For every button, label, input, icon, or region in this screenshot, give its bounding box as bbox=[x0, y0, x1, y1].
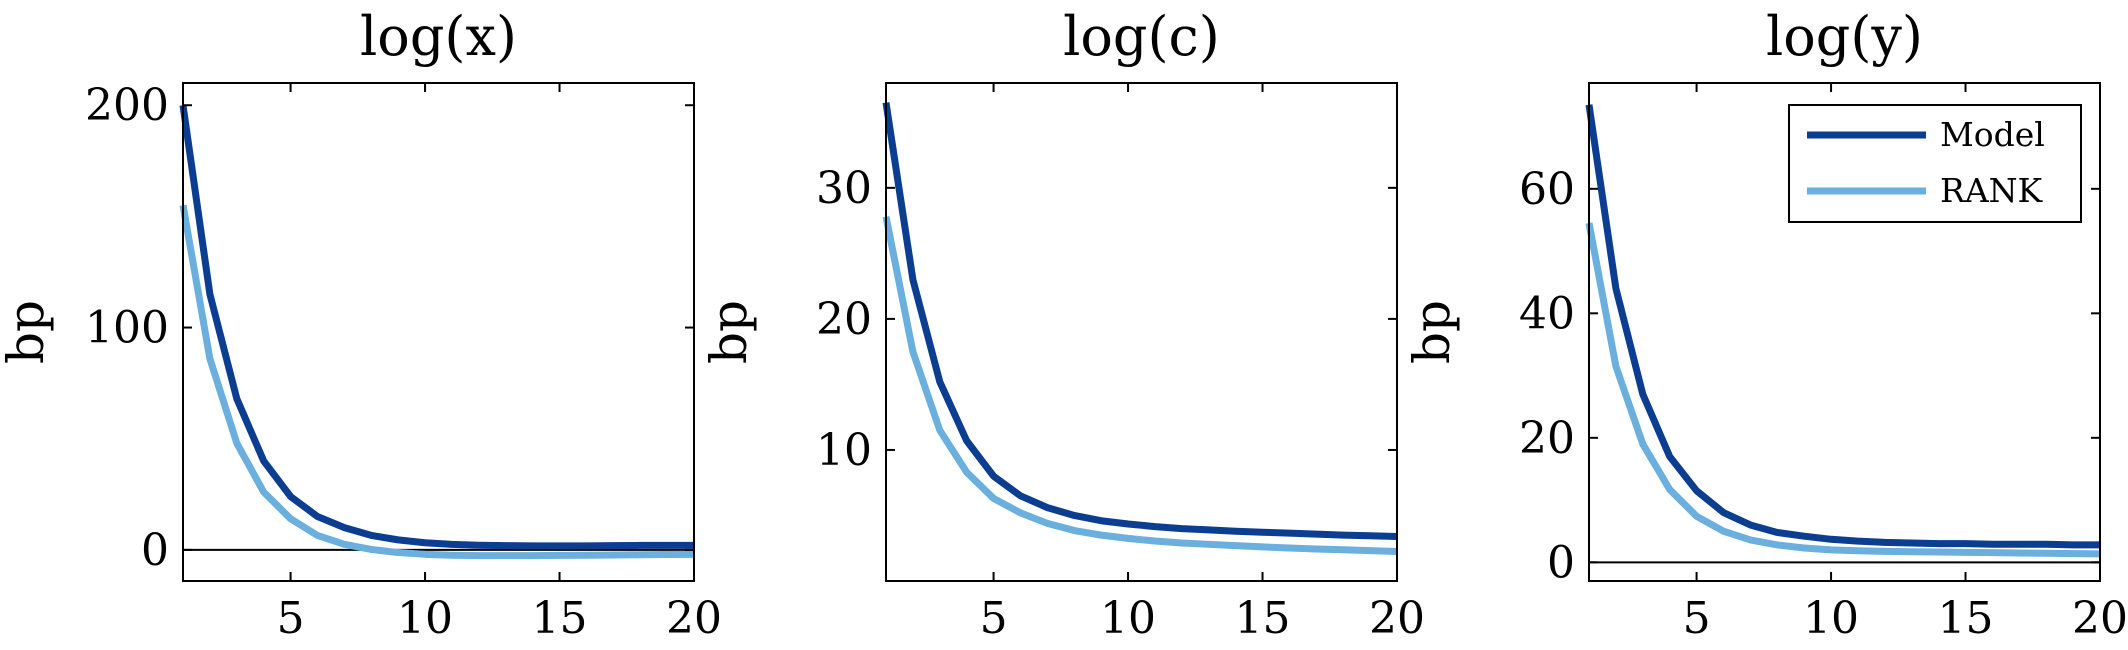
x-tick-label: 20 bbox=[1369, 593, 1425, 644]
chart-panel-3: log(y) bp 5 10 15 20 0 20 40 60 Model RANK bbox=[1403, 5, 2128, 644]
x-tick-label: 15 bbox=[532, 593, 588, 644]
y-tick-label: 60 bbox=[1519, 164, 1575, 215]
y-tick-label: 100 bbox=[85, 303, 169, 354]
y-tick-label: 40 bbox=[1519, 288, 1575, 339]
chart-title: log(c) bbox=[1063, 5, 1220, 68]
y-tick-label: 20 bbox=[1519, 413, 1575, 464]
legend: Model RANK bbox=[1788, 104, 2082, 223]
x-tick-label: 20 bbox=[666, 593, 722, 644]
y-tick-label: 10 bbox=[816, 425, 872, 476]
x-tick-label: 15 bbox=[1938, 593, 1994, 644]
y-tick-label: 0 bbox=[141, 525, 169, 576]
y-tick-label: 20 bbox=[816, 294, 872, 345]
legend-label-model: Model bbox=[1940, 115, 2045, 154]
series-line-rank bbox=[179, 204, 695, 560]
x-tick-label: 10 bbox=[1100, 593, 1156, 644]
x-tick-label: 5 bbox=[980, 593, 1008, 644]
series-line-rank bbox=[1585, 222, 2101, 558]
chart-panel-2: log(c) bp 5 10 15 20 10 20 30 bbox=[700, 5, 1425, 644]
chart-title: log(x) bbox=[360, 5, 517, 68]
y-tick-label: 0 bbox=[1547, 537, 1575, 588]
axes-box bbox=[885, 82, 1398, 582]
series-line-model bbox=[179, 104, 694, 550]
legend-box bbox=[1788, 104, 2082, 223]
x-tick-label: 5 bbox=[277, 593, 305, 644]
y-tick-label: 200 bbox=[85, 80, 169, 131]
series-line-model bbox=[882, 102, 1398, 540]
axes-box bbox=[182, 82, 695, 582]
legend-label-rank: RANK bbox=[1940, 171, 2044, 210]
axes-box bbox=[1588, 82, 2101, 582]
x-tick-label: 20 bbox=[2072, 593, 2128, 644]
x-tick-label: 5 bbox=[1683, 593, 1711, 644]
chart-title: log(y) bbox=[1766, 5, 1923, 68]
series-line-rank bbox=[882, 215, 1398, 556]
x-tick-label: 10 bbox=[397, 593, 453, 644]
y-axis-label: bp bbox=[1403, 300, 1461, 364]
y-tick-label: 30 bbox=[816, 163, 872, 214]
series-line-model bbox=[1585, 104, 2100, 549]
y-axis-label: bp bbox=[0, 300, 55, 364]
x-tick-label: 15 bbox=[1235, 593, 1291, 644]
y-axis-label: bp bbox=[700, 300, 758, 364]
x-tick-label: 10 bbox=[1803, 593, 1859, 644]
